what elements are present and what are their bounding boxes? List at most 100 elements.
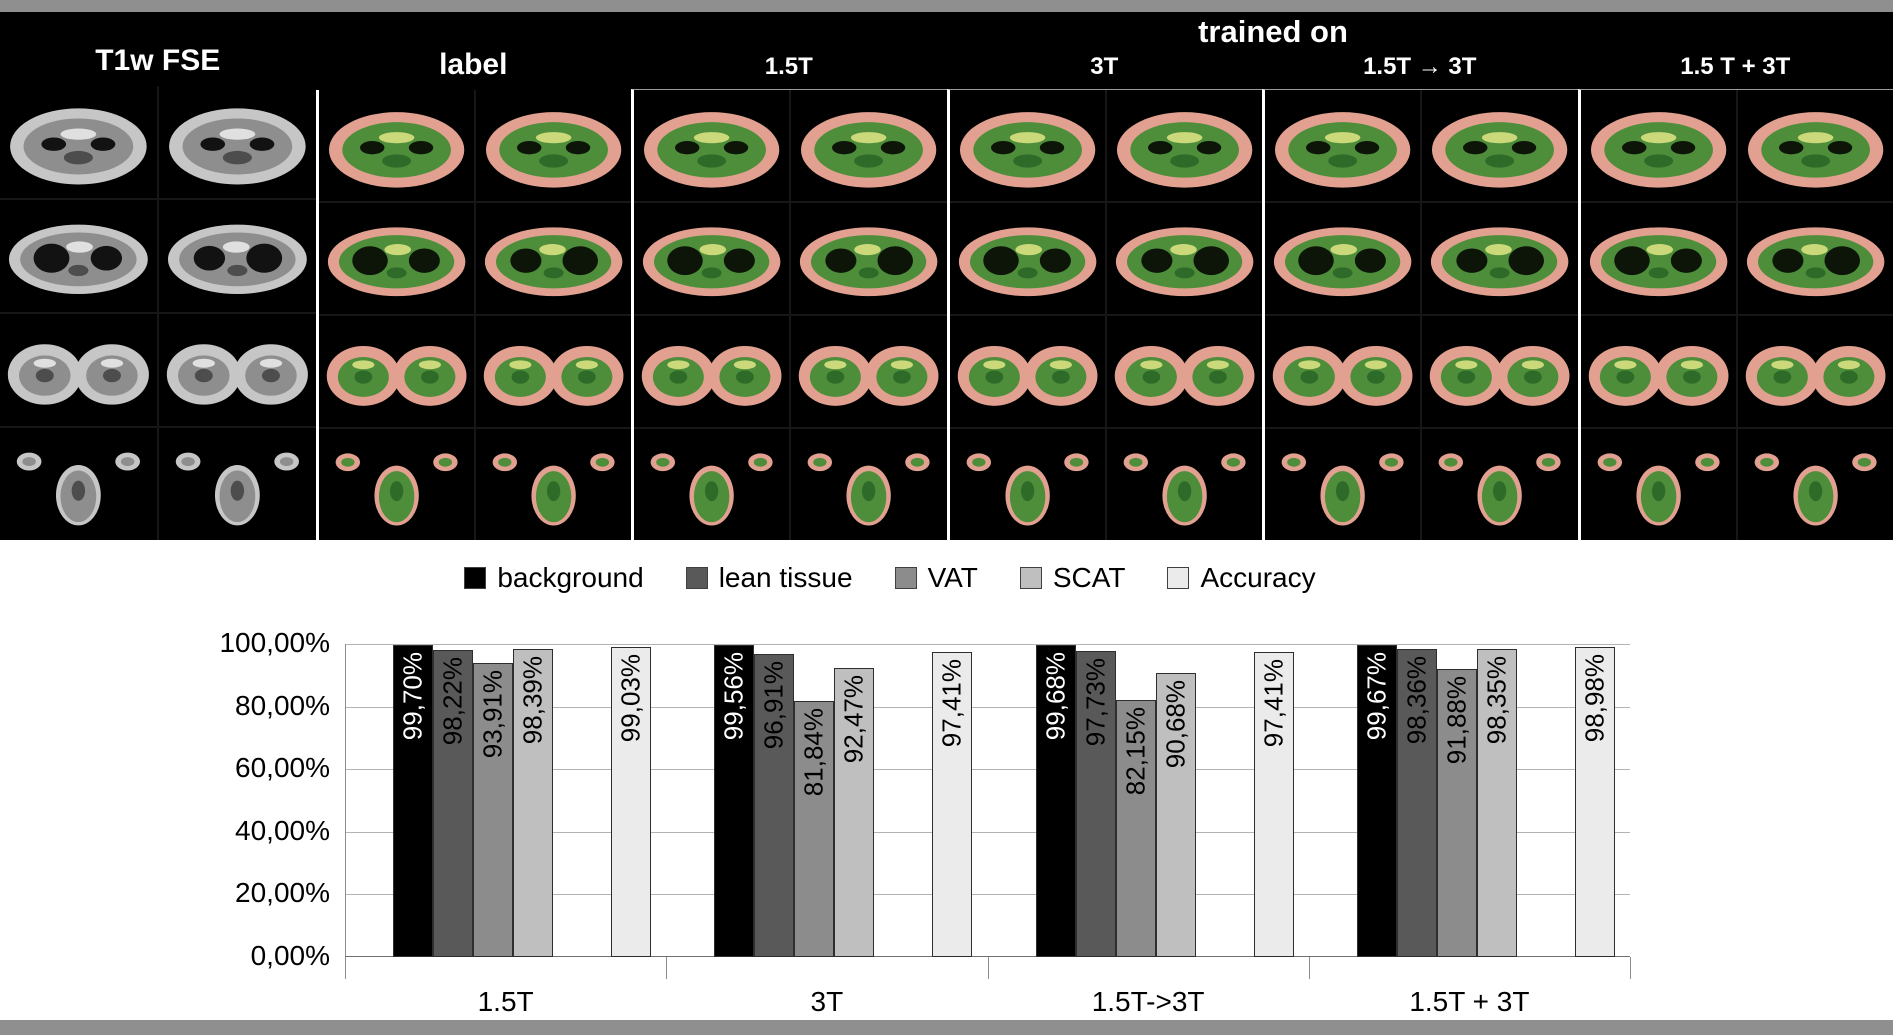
dice-accuracy-chart: background lean tissue VAT SCAT Accuracy 0,0… bbox=[0, 540, 1893, 1020]
bar-value-accuracy-1-5t-3t: 97,41% bbox=[1258, 659, 1288, 748]
mri-slice-1-5t-abdomen-2 bbox=[791, 203, 947, 315]
head-slice-image bbox=[1281, 453, 1404, 526]
head-slice-image bbox=[1123, 453, 1246, 526]
head-slice-image bbox=[175, 452, 299, 526]
abdomen-slice-image bbox=[8, 224, 148, 295]
bar-value-background-3t: 99,56% bbox=[718, 652, 749, 741]
hips-slice-image bbox=[641, 346, 782, 407]
bar-background-1-5t: 99,70% bbox=[393, 644, 433, 957]
x-axis-tick-4 bbox=[1630, 957, 1631, 979]
x-axis-tick-0 bbox=[345, 957, 346, 979]
bar-accuracy-1-5t-3t: 97,41% bbox=[1253, 652, 1294, 957]
bar-value-accuracy-1-5t: 99,03% bbox=[615, 654, 646, 743]
x-category-1-5t: 1.5T bbox=[477, 986, 534, 1017]
pelvis-slice-image bbox=[801, 112, 937, 189]
gridline-40,00% bbox=[346, 831, 1630, 833]
hips-slice-image bbox=[166, 344, 308, 405]
hips-slice-image bbox=[7, 344, 149, 405]
mri-slice-grid-1-5t-3t bbox=[1262, 89, 1578, 540]
pelvis-slice-image bbox=[959, 112, 1095, 189]
legend-label-lean-tissue: lean tissue bbox=[718, 562, 853, 593]
column-title-3t: 3T bbox=[1090, 53, 1119, 81]
mri-slice-1-5t-pelvis-1 bbox=[634, 90, 790, 202]
column-title-1-5t-3t: 1.5T → 3T bbox=[1363, 53, 1477, 81]
mri-slice-1-5t-3t-head-1 bbox=[1265, 429, 1421, 540]
mri-slice-label-hips-2 bbox=[475, 316, 631, 428]
pelvis-slice-image bbox=[1274, 112, 1411, 189]
mri-slice-1-5-t-3t-pelvis-2 bbox=[1737, 90, 1893, 202]
mri-column-group-label: label bbox=[315, 12, 631, 540]
pelvis-slice-image bbox=[643, 112, 780, 189]
mri-slice-1-5-t-3t-hips-1 bbox=[1580, 316, 1736, 428]
mri-slice-1-5-t-3t-abdomen-1 bbox=[1580, 203, 1736, 315]
mri-slice-grid-label bbox=[315, 90, 631, 540]
column-title-t1w-fse: T1w FSE bbox=[95, 44, 221, 78]
bar-value-background-1-5t-3t: 99,67% bbox=[1361, 652, 1392, 741]
mri-slice-grid-1-5t bbox=[631, 89, 947, 540]
legend-swatch-background bbox=[464, 567, 487, 589]
mri-slice-3t-pelvis-2 bbox=[1106, 90, 1262, 202]
bar-value-vat-1-5t-3t: 91,88% bbox=[1441, 676, 1472, 765]
mri-slice-t1w-fse-head-1 bbox=[0, 428, 157, 540]
bar-value-background-1-5t: 99,70% bbox=[397, 651, 428, 741]
legend-label-accuracy: Accuracy bbox=[1200, 562, 1316, 593]
pelvis-slice-image bbox=[1116, 112, 1253, 189]
bar-accuracy-1-5t-3t: 98,98% bbox=[1574, 647, 1615, 957]
y-axis-tick-100-00: 100,00% bbox=[219, 627, 330, 658]
bar-group-1-5t-3t: 99,67% 98,36% 91,88% 98,35% 98,98% bbox=[1309, 644, 1630, 957]
mri-slice-1-5t-3t-abdomen-2 bbox=[1422, 203, 1578, 315]
bar-value-lean-tissue-3t: 96,91% bbox=[758, 660, 789, 749]
bar-value-scat-3t: 92,47% bbox=[838, 674, 869, 763]
bar-value-vat-1-5t: 93,91% bbox=[477, 670, 508, 759]
x-category-1-5t-3t: 1.5T + 3T bbox=[1409, 986, 1530, 1017]
mri-slice-1-5t-3t-head-2 bbox=[1422, 429, 1578, 540]
bar-value-accuracy-3t: 97,41% bbox=[936, 659, 967, 748]
head-slice-image bbox=[1754, 453, 1877, 526]
y-axis-tick-0-00: 0,00% bbox=[250, 940, 330, 971]
mri-slice-1-5-t-3t-abdomen-2 bbox=[1737, 203, 1893, 315]
mri-slice-1-5t-3t-abdomen-1 bbox=[1265, 203, 1421, 315]
legend-item-accuracy: Accuracy bbox=[1167, 562, 1316, 594]
mri-slice-label-abdomen-2 bbox=[475, 203, 631, 315]
bar-value-scat-1-5t-3t: 98,35% bbox=[1481, 656, 1512, 745]
head-slice-image bbox=[807, 453, 930, 526]
mri-slice-label-hips-1 bbox=[318, 316, 474, 428]
chart-legend: background lean tissue VAT SCAT Accuracy bbox=[0, 562, 1780, 594]
pelvis-slice-image bbox=[328, 112, 464, 189]
column-title-label: label bbox=[439, 48, 508, 82]
column-header-1-5t-3t: 1.5T → 3T bbox=[1262, 12, 1578, 89]
mri-slice-1-5t-hips-1 bbox=[634, 316, 790, 428]
mri-slice-label-abdomen-1 bbox=[318, 203, 474, 315]
mri-column-group-t1w-fse: T1w FSE bbox=[0, 12, 316, 540]
legend-item-background: background bbox=[464, 562, 644, 594]
mri-slice-label-head-1 bbox=[318, 429, 474, 540]
legend-item-lean-tissue: lean tissue bbox=[685, 562, 853, 594]
legend-swatch-vat bbox=[894, 567, 917, 589]
mri-slice-1-5t-abdomen-1 bbox=[634, 203, 790, 315]
hips-slice-image bbox=[1114, 346, 1255, 407]
trained-on-header: trained on bbox=[1198, 14, 1348, 49]
mri-slice-grid-t1w-fse bbox=[0, 86, 316, 540]
mri-slice-t1w-fse-head-2 bbox=[158, 428, 316, 540]
mri-slice-1-5t-3t-pelvis-1 bbox=[1265, 90, 1421, 202]
legend-label-background: background bbox=[497, 562, 644, 593]
pelvis-slice-image bbox=[1590, 112, 1726, 189]
mri-slice-3t-pelvis-1 bbox=[949, 90, 1105, 202]
column-header-1-5-t-3t: 1.5 T + 3T bbox=[1578, 12, 1893, 89]
bottom-frame-strip bbox=[0, 1020, 1893, 1035]
top-frame-strip bbox=[0, 0, 1893, 12]
head-slice-image bbox=[492, 453, 615, 526]
abdomen-slice-image bbox=[958, 227, 1096, 297]
mri-slice-3t-abdomen-2 bbox=[1106, 203, 1262, 315]
mri-slice-1-5t-pelvis-2 bbox=[791, 90, 947, 202]
column-title-1-5t: 1.5T bbox=[764, 53, 813, 81]
legend-swatch-lean-tissue bbox=[685, 567, 708, 589]
y-axis-tick-40-00: 40,00% bbox=[235, 814, 330, 846]
abdomen-slice-image bbox=[1746, 227, 1885, 297]
bar-value-lean-tissue-1-5t: 98,22% bbox=[437, 656, 468, 745]
head-slice-image bbox=[16, 452, 140, 526]
y-axis-tick-80-00: 80,00% bbox=[235, 689, 330, 721]
legend-item-vat: VAT bbox=[894, 562, 978, 594]
mri-comparison-panel: trained on T1w FSE bbox=[0, 12, 1893, 540]
column-title-1-5-t-3t: 1.5 T + 3T bbox=[1680, 53, 1791, 81]
